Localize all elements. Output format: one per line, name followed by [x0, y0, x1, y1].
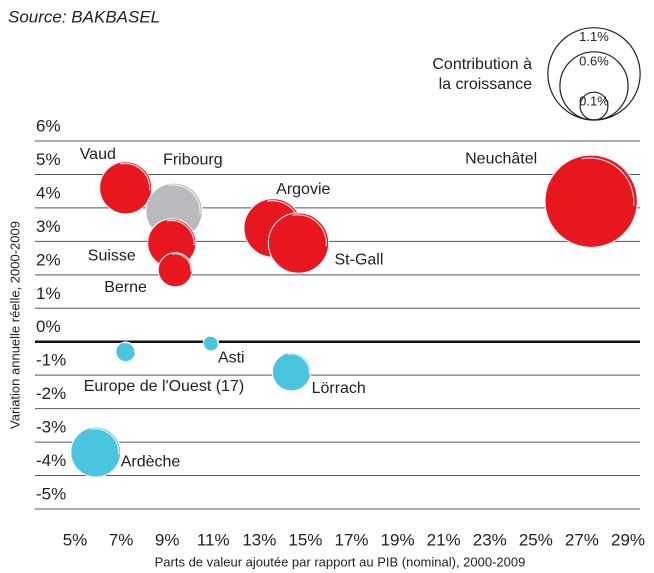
- bubble-label: St-Gall: [335, 251, 384, 268]
- bubble-highlight: [171, 253, 192, 272]
- bubble-label: Europe de l'Ouest (17): [84, 378, 244, 395]
- bubble: [157, 252, 193, 288]
- bubble: [544, 154, 638, 248]
- bubble-label: Vaud: [80, 146, 116, 163]
- x-tick-label: 25%: [519, 530, 553, 549]
- y-tick-label: 4%: [36, 183, 61, 202]
- x-tick-label: 13%: [242, 530, 276, 549]
- bubble: [115, 341, 137, 363]
- bubble-highlight: [123, 341, 136, 353]
- y-tick-label: 1%: [36, 284, 61, 303]
- y-tick-label: 2%: [36, 250, 61, 269]
- size-legend-label: 0.1%: [579, 94, 609, 109]
- bubble-highlight: [120, 162, 151, 191]
- chart-subtitle: Source: BAKBASEL: [8, 7, 160, 26]
- x-tick-label: 7%: [109, 530, 134, 549]
- size-legend-label: 0.6%: [579, 53, 609, 68]
- x-tick-label: 21%: [427, 530, 461, 549]
- bubble-label: Neuchâtel: [465, 150, 537, 167]
- bubble-highlight: [287, 353, 310, 374]
- x-tick-label: 9%: [155, 530, 180, 549]
- y-tick-label: 5%: [36, 150, 61, 169]
- x-tick-label: 23%: [473, 530, 507, 549]
- x-tick-label: 17%: [334, 530, 368, 549]
- bubble-highlight: [209, 335, 219, 345]
- bubble-label: Lörrach: [312, 380, 366, 397]
- x-tick-label: 5%: [63, 530, 88, 549]
- bubble: [267, 212, 330, 274]
- bubble-highlight: [292, 214, 327, 247]
- size-legend-title: la croissance: [439, 76, 532, 93]
- bubble-label: Asti: [218, 350, 245, 367]
- y-tick-label: 0%: [36, 317, 61, 336]
- x-tick-label: 27%: [565, 530, 599, 549]
- bubble-label: Suisse: [88, 247, 136, 264]
- y-tick-label: -1%: [36, 351, 66, 370]
- x-axis-title: Parts de valeur ajoutée par rapport au P…: [155, 554, 526, 569]
- y-tick-label: 3%: [36, 217, 61, 236]
- bubble-label: Berne: [104, 279, 147, 296]
- size-legend-label: 1.1%: [579, 29, 609, 44]
- bubble-label: Fribourg: [163, 151, 223, 168]
- bubble-label: Argovie: [276, 181, 330, 198]
- y-tick-label: -3%: [36, 418, 66, 437]
- bubble-highlight: [90, 428, 120, 455]
- x-tick-label: 11%: [197, 530, 230, 549]
- x-tick-label: 15%: [288, 530, 322, 549]
- size-legend-title: Contribution à: [432, 56, 532, 73]
- x-tick-label: 19%: [381, 530, 415, 549]
- bubble: [70, 426, 122, 478]
- y-tick-label: -2%: [36, 384, 66, 403]
- bubble-highlight: [166, 219, 195, 246]
- bubble-label: Ardèche: [121, 453, 181, 470]
- y-tick-label: 6%: [36, 116, 61, 135]
- size-legend-circle: [579, 91, 609, 121]
- bubble-highlight: [581, 157, 635, 206]
- y-tick-label: -5%: [36, 484, 66, 503]
- x-tick-label: 29%: [611, 530, 645, 549]
- bubble: [99, 161, 153, 215]
- y-tick-label: -4%: [36, 451, 66, 470]
- bubble: [271, 352, 312, 392]
- bubble-highlight: [168, 184, 201, 215]
- y-axis-title: Variation annuelle réelle, 2000-2009: [7, 221, 22, 429]
